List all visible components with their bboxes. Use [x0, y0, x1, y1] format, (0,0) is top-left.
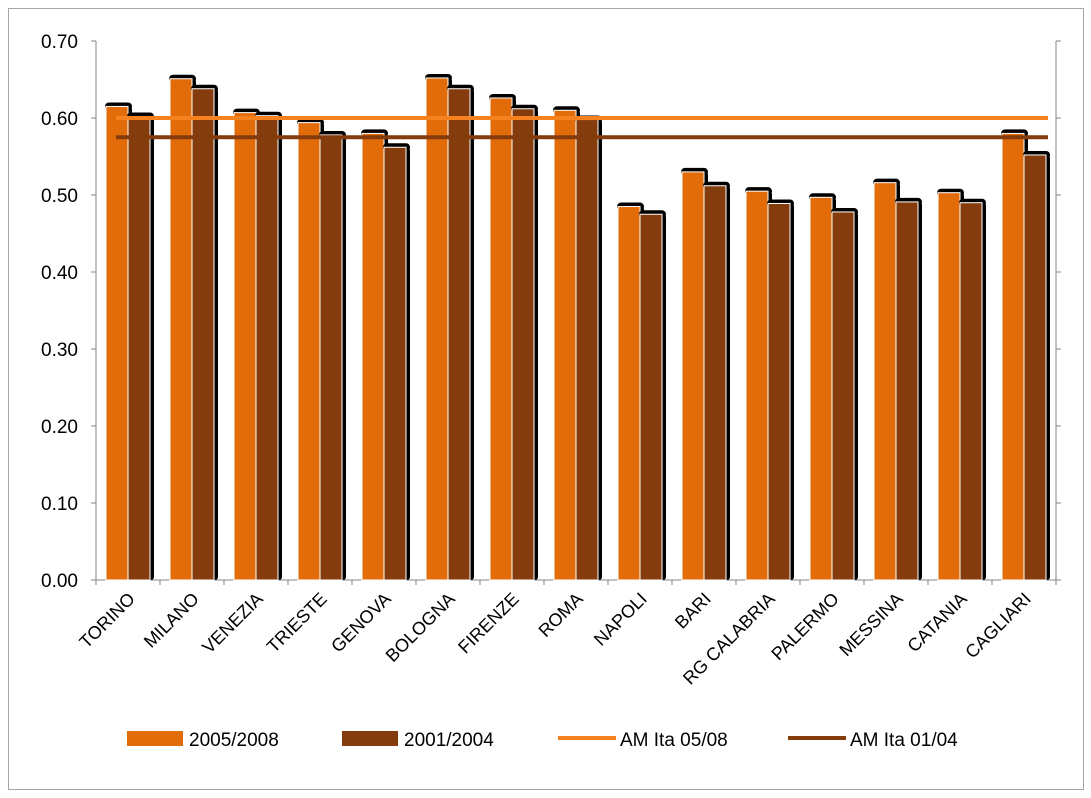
bar-rg-calabria-series-2 [767, 202, 791, 581]
y-tick-label: 0.00 [41, 571, 78, 592]
bar-napoli-series-2 [639, 213, 663, 581]
x-tick-label: BOLOGNA [382, 589, 459, 666]
legend-swatch [127, 731, 183, 746]
bar-chart: 0.000.100.200.300.400.500.600.70 TORINO M… [41, 32, 1061, 751]
x-tick-label: VENEZIA [198, 589, 267, 658]
bar-genova-series-2 [383, 146, 407, 581]
y-tick-label: 0.50 [41, 186, 78, 207]
y-tick-label: 0.40 [41, 263, 78, 284]
y-tick-label: 0.70 [41, 32, 78, 53]
bar-torino-series-2 [127, 115, 151, 581]
legend-label: AM Ita 01/04 [850, 730, 958, 751]
legend-label: AM Ita 05/08 [620, 730, 728, 751]
chart-frame: 0.00 0.10 0.20 0.30 0.40 0.50 0.60 0.70 TORINO M… [8, 8, 1084, 790]
y-axis: 0.00 0.10 0.20 0.30 0.40 0.50 0.60 0.70 [41, 32, 1061, 592]
x-tick-label: ROMA [535, 589, 587, 641]
bar-messina-series-1 [873, 182, 897, 581]
reference-lines [116, 116, 1048, 140]
x-tick-label: MILANO [140, 589, 203, 652]
bar-genova-series-1 [361, 132, 385, 581]
x-tick-label: TRIESTE [263, 589, 331, 657]
bar-torino-series-1 [105, 105, 129, 581]
bar-firenze-series-1 [489, 97, 513, 581]
bars [105, 73, 1050, 581]
bar-venezia-series-1 [233, 112, 257, 581]
y-tick-label: 0.60 [41, 109, 78, 130]
bar-bari-series-2 [703, 185, 727, 581]
bar-cagliari-series-1 [1001, 132, 1025, 581]
bar-roma-series-1 [553, 109, 577, 581]
x-tick-label: PALERMO [767, 589, 842, 664]
bar-firenze-series-2 [511, 108, 535, 581]
bar-bologna-series-2 [447, 88, 471, 581]
legend-label: 2005/2008 [189, 730, 279, 751]
bar-cagliari-series-2 [1023, 154, 1047, 581]
x-tick-label: BARI [671, 589, 715, 633]
x-tick-label: FIRENZE [454, 589, 523, 658]
bar-bologna-series-1 [425, 77, 449, 581]
legend-label: 2001/2004 [404, 730, 494, 751]
x-tick-label: NAPOLI [590, 589, 651, 650]
bar-venezia-series-2 [255, 115, 279, 581]
bar-trieste-series-1 [297, 122, 321, 581]
bar-milano-series-1 [169, 78, 193, 581]
bar-milano-series-2 [191, 88, 215, 581]
bar-napoli-series-1 [617, 206, 641, 581]
legend: 2005/2008 2001/2004 AM Ita 05/08 AM Ita 01/… [127, 730, 958, 751]
bar-bari-series-1 [681, 171, 705, 581]
y-tick-label: 0.30 [41, 340, 78, 361]
x-tick-label: GENOVA [327, 589, 395, 657]
x-tick-label: MESSINA [835, 589, 906, 660]
y-tick-label: 0.20 [41, 417, 78, 438]
bar-messina-series-2 [895, 201, 919, 581]
legend-swatch [342, 731, 398, 746]
bar-catania-series-1 [937, 192, 961, 581]
x-axis-labels: TORINO MILANOVENEZIATRIESTEGENOVABOLOGNAF… [75, 589, 1034, 689]
bar-rg-calabria-series-1 [745, 190, 769, 581]
bar-trieste-series-2 [319, 134, 343, 581]
y-tick-label: 0.10 [41, 494, 78, 515]
bar-palermo-series-1 [809, 196, 833, 581]
bar-catania-series-2 [959, 202, 983, 581]
x-tick-label: CATANIA [903, 589, 970, 656]
bar-roma-series-2 [575, 119, 599, 581]
x-tick-label: TORINO [75, 589, 138, 652]
bar-palermo-series-2 [831, 211, 855, 581]
x-tick-label: CAGLIARI [961, 589, 1035, 663]
